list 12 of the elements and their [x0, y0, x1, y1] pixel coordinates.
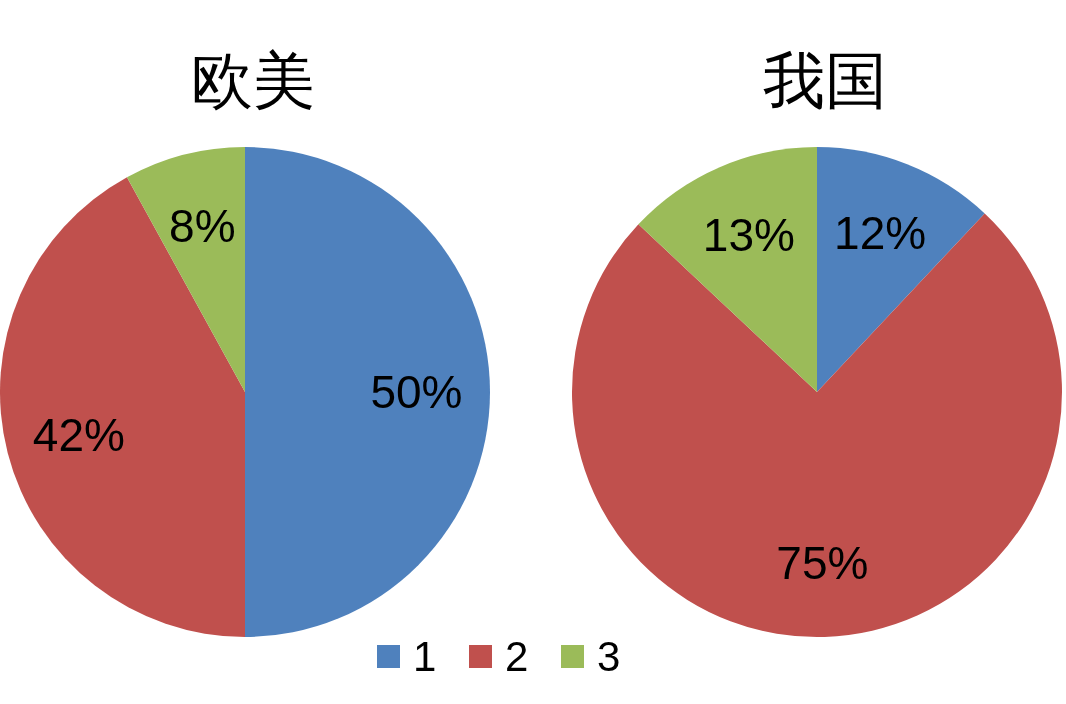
chart-title: 欧美 — [191, 44, 315, 117]
data-label: 42% — [32, 408, 125, 461]
data-label: 8% — [169, 199, 236, 252]
chart-title: 我国 — [763, 44, 887, 117]
data-label: 50% — [370, 366, 463, 418]
data-label: 13% — [702, 208, 795, 261]
legend-label: 3 — [597, 633, 621, 680]
data-label: 12% — [834, 206, 927, 259]
data-label: 75% — [776, 537, 869, 590]
legend: 1 2 3 — [377, 633, 621, 680]
legend-label: 2 — [505, 633, 529, 680]
legend-label: 1 — [413, 633, 437, 680]
